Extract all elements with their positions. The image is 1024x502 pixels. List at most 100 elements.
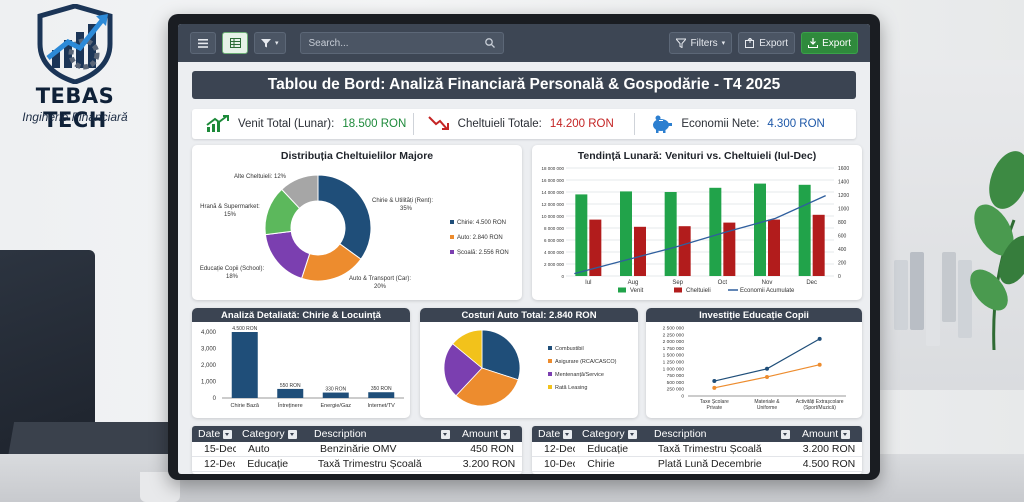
panel-title: Analiză Detaliată: Chirie & Locuință [192,308,410,322]
slice-label: Hrană & Supermarket: [200,204,260,210]
x-tick-label: Internet/TV [368,403,396,409]
filter-dropdown-icon[interactable] [441,429,450,439]
table-grid-icon [229,38,241,48]
menu-button[interactable] [190,32,216,54]
table-row[interactable]: 10-Dec Chirie Plată Lună Decembrie 4.500… [532,457,862,472]
column-date[interactable]: Date [192,428,236,440]
chevron-down-icon: ▾ [721,40,726,47]
menu-icon [198,38,208,48]
y-tick-label: 2 000 000 [663,339,685,345]
kpi-income: Venit Total (Lunar): 18.500 RON [192,115,413,133]
y2-tick-label: 800 [838,220,847,226]
table-header: Date Category Description Amount [192,426,522,442]
table-header: Date Category Description Amount [532,426,862,442]
slice-label: Auto & Transport (Car): [349,276,411,282]
filter-dropdown-icon[interactable] [781,429,790,439]
y-tick-label: 14 000 000 [541,190,564,195]
cell-category: Educație [587,443,629,455]
kpi-savings: Economii Nete: 4.300 RON [635,115,856,133]
trend-bar-venit [664,192,677,276]
table-row[interactable]: 12-Dec Educație Taxă Trimestru Școală 3.… [532,442,862,457]
table-row[interactable]: 15-Dec Auto Benzinărie OMV 450 RON [192,442,522,457]
y2-tick-label: 1600 [838,166,849,172]
filter-dropdown-button[interactable]: ▾ [254,32,286,54]
divider [412,113,414,135]
column-amount[interactable]: Amount [456,428,522,440]
funnel-icon [676,38,687,48]
x-tick-label: Materiale & Uniforme [754,399,780,411]
column-amount[interactable]: Amount [796,428,862,440]
column-description[interactable]: Description [648,428,796,440]
filter-dropdown-icon[interactable] [563,429,573,439]
y-tick-label: 4,000 [201,330,217,336]
filter-dropdown-icon[interactable] [287,429,297,439]
x-tick-label: Energie/Gaz [320,403,351,409]
search-input[interactable]: Search... [299,32,504,54]
background-book [926,260,940,346]
trend-bar-venit [620,191,632,276]
education-point [712,379,717,384]
education-investment-panel: Investiție Educație Copii 0 250 000 500 00… [646,308,862,418]
x-tick-label: Iul [585,280,591,286]
background-book [958,260,972,338]
y2-tick-label: 0 [838,274,841,280]
cell-description: Plată Lună Decembrie [657,458,762,470]
brand-tagline: Inginerie Financiară [22,110,128,124]
background-book [894,260,908,330]
trend-chart: 0 2 000 000 4 000 000 6 000 000 8 000 000 10 … [541,166,849,294]
trend-bar-venit [754,183,766,276]
column-label: Description [654,428,707,440]
savings-line [574,195,826,275]
y-tick-label: 0 [213,396,217,402]
legend-swatch [548,359,552,363]
cell-category: Educație [247,458,289,470]
cell-category: Chirie [587,458,615,470]
cell-description: Taxă Trimestru Școală [317,458,422,470]
monitor: ▾ Search... Filters ▾ Export Export [168,14,880,480]
chevron-down-icon: ▾ [275,40,279,47]
cell-description: Taxă Trimestru Școală [657,443,762,455]
y-tick-label: 0 [681,394,684,400]
filter-dropdown-icon[interactable] [627,429,637,439]
pie-slice [443,343,483,397]
cell-date: 12-Dec [204,458,236,470]
background-book [942,252,956,322]
column-category[interactable]: Category [236,428,308,440]
filter-dropdown-icon[interactable] [841,429,851,439]
page-title: Tablou de Bord: Analiză Financiară Perso… [192,71,856,99]
export-button[interactable]: Export [738,32,796,54]
filters-button[interactable]: Filters ▾ [669,32,733,54]
column-description[interactable]: Description [308,428,456,440]
y-tick-label: 2 000 000 [544,262,565,267]
grid-view-button[interactable] [222,32,248,54]
filter-dropdown-icon[interactable] [223,429,233,439]
y-tick-label: 2 500 000 [663,326,685,332]
column-label: Category [242,428,285,440]
data-label: 550 RON [280,383,301,389]
trend-bar-cheltuieli [723,222,736,276]
education-point [765,366,769,371]
column-date[interactable]: Date [532,428,576,440]
slice-label-value: 15% [224,212,237,218]
divider [634,113,636,135]
auto-costs-panel: Costuri Auto Total: 2.840 RON Combustibi… [420,308,638,418]
y-tick-label: 10 000 000 [541,214,564,219]
cell-date: 15-Dec [204,443,236,455]
y-tick-label: 250 000 [667,387,685,393]
cell-amount: 450 RON [470,443,514,455]
x-tick-label: Oct [718,280,728,286]
education-point [817,336,822,341]
slice-label-value: 18% [226,274,239,280]
legend-swatch [548,346,552,350]
search-icon [484,38,495,48]
filter-dropdown-icon[interactable] [501,429,511,439]
legend-entry: Auto: 2.840 RON [457,235,503,241]
column-category[interactable]: Category [576,428,648,440]
slice-label: Alte Cheltuieli: 12% [234,174,287,180]
toolbar: ▾ Search... Filters ▾ Export Export [178,24,870,62]
expense-distribution-panel: Distribuția Cheltuielilor Majore Chirie … [192,145,522,300]
export-primary-button[interactable]: Export [801,32,858,54]
cell-description: Benzinărie OMV [320,443,397,455]
table-row[interactable]: 12-Dec Educație Taxă Trimestru Școală 3.… [192,457,522,472]
x-tick-label: Aug [628,280,639,286]
